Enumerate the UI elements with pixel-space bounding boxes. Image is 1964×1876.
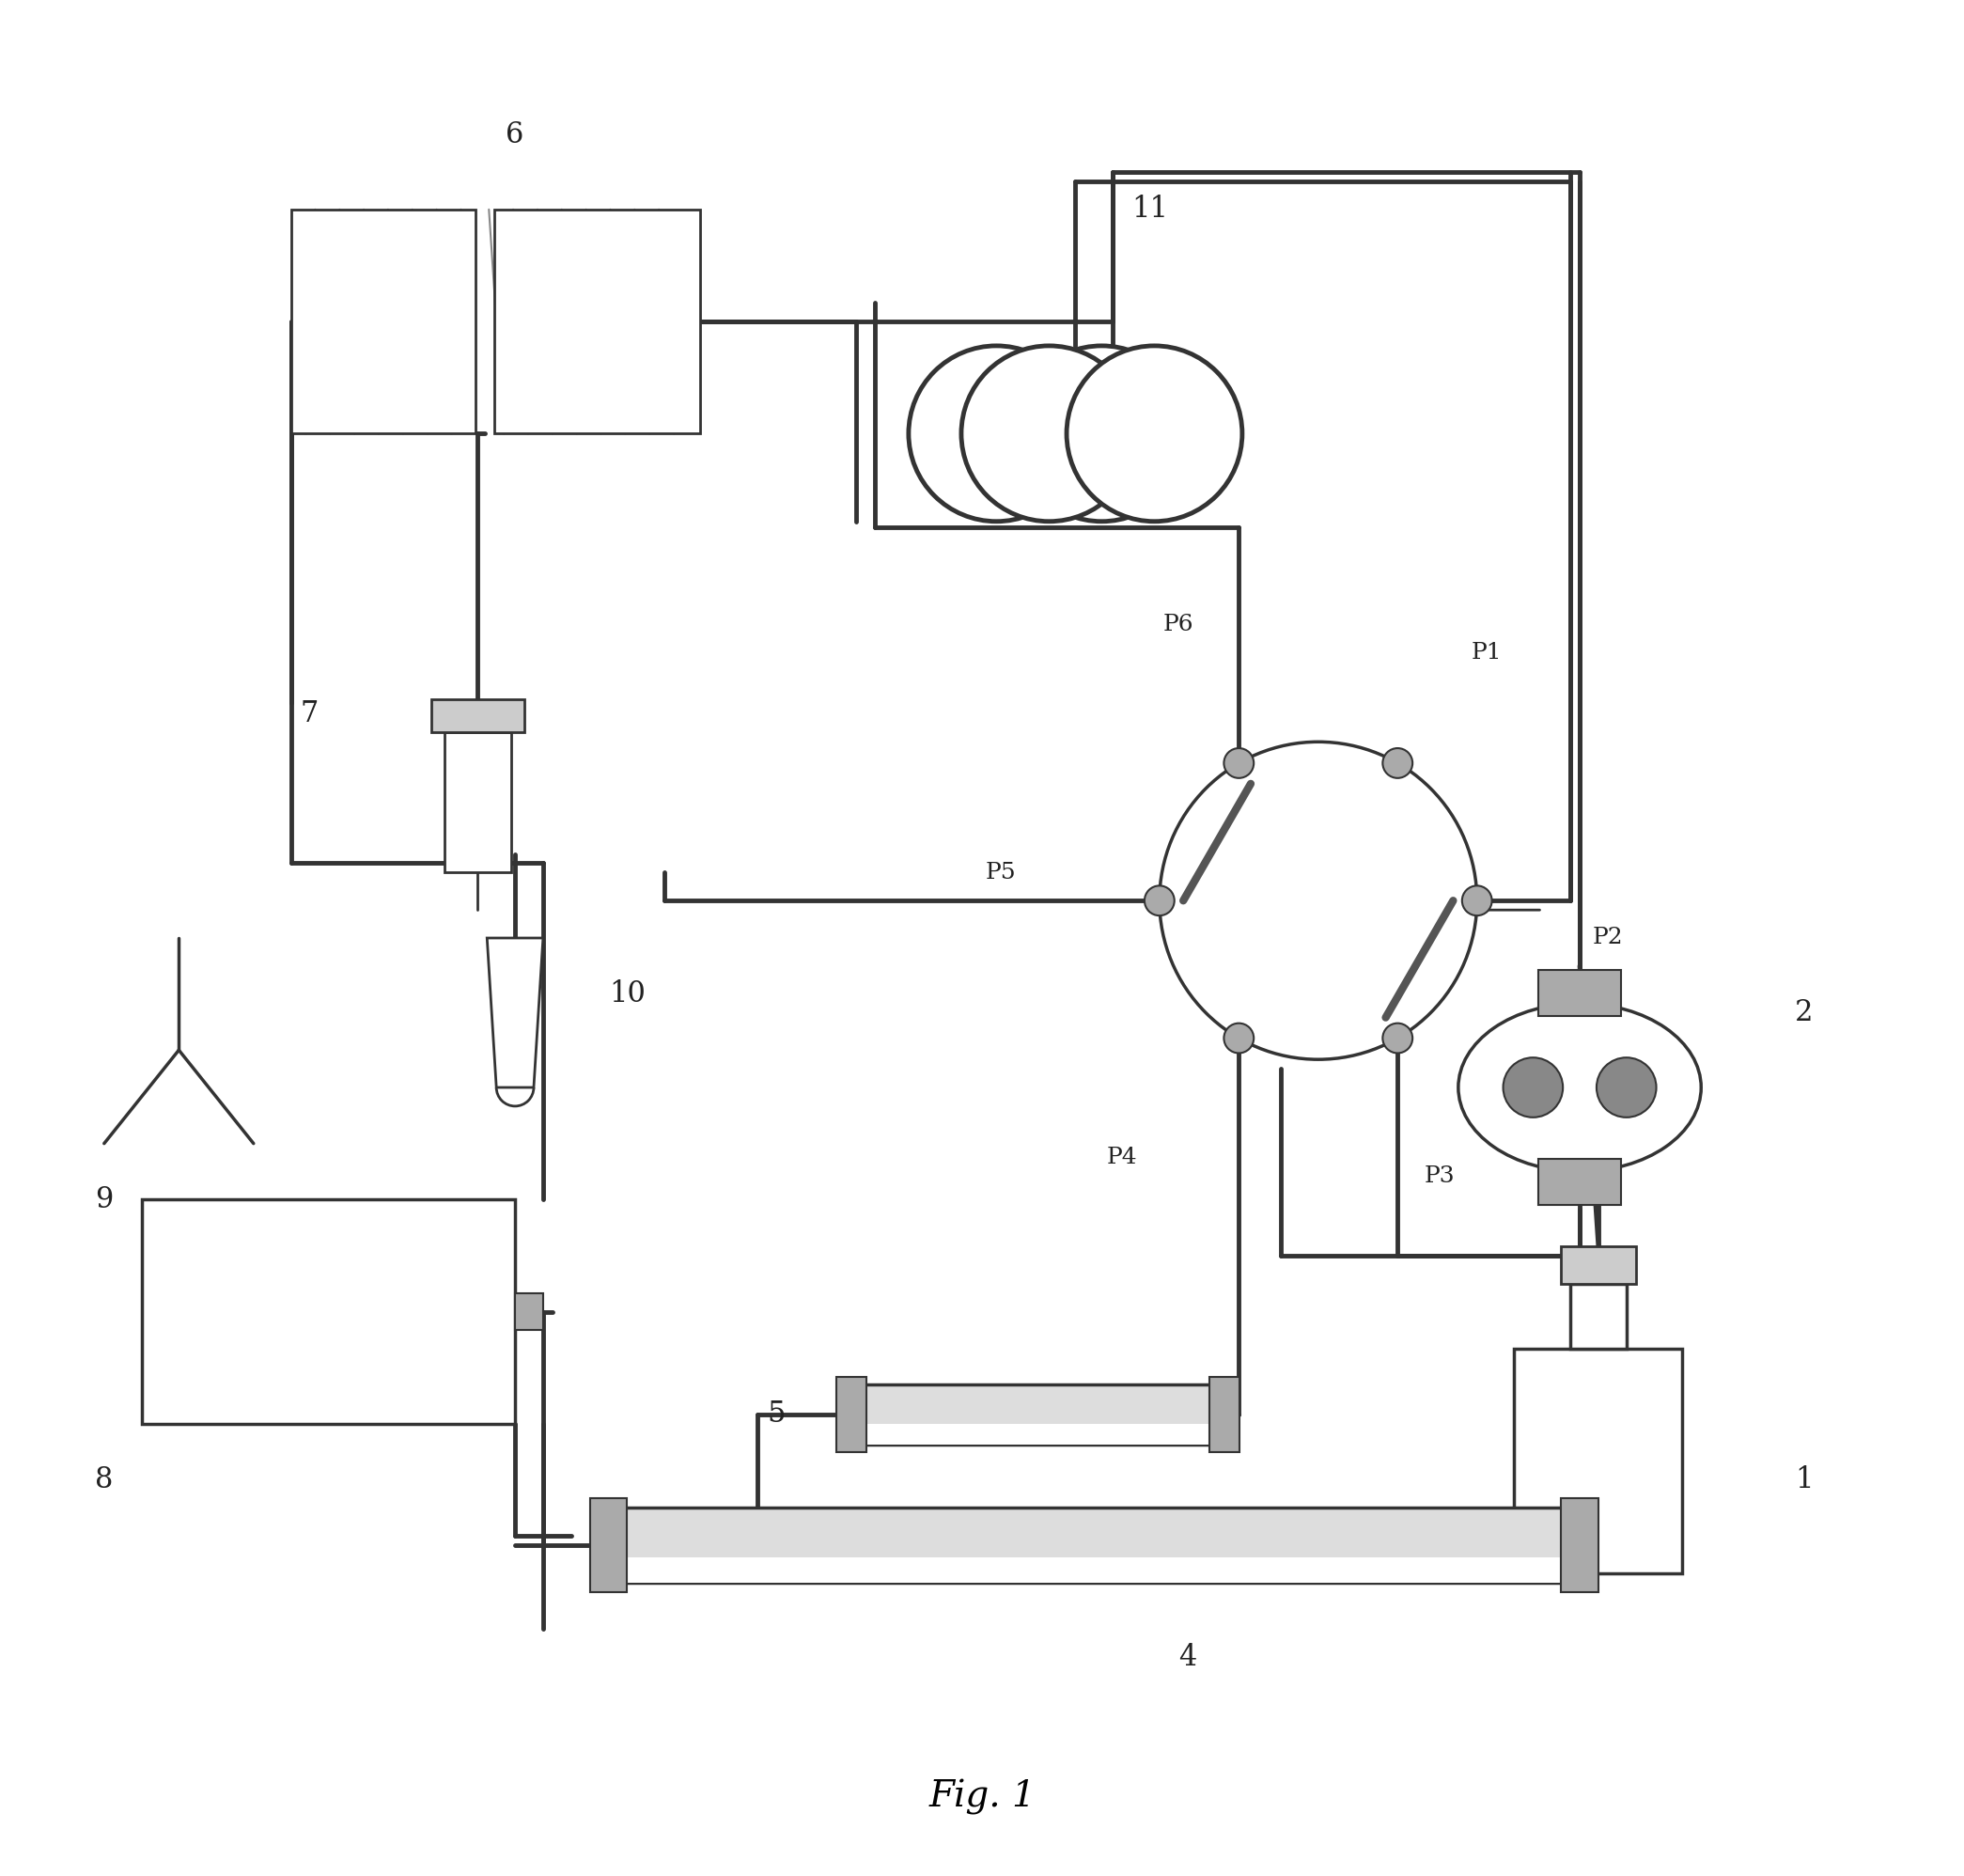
- Text: P3: P3: [1424, 1165, 1455, 1188]
- Text: 6: 6: [507, 120, 524, 150]
- Text: P1: P1: [1471, 642, 1502, 664]
- Bar: [444, 732, 511, 872]
- Circle shape: [1159, 741, 1477, 1060]
- Circle shape: [1145, 885, 1174, 915]
- Circle shape: [960, 345, 1137, 522]
- Circle shape: [1502, 1058, 1563, 1118]
- Text: 1: 1: [1795, 1465, 1813, 1495]
- Text: 5: 5: [768, 1399, 786, 1430]
- Text: Fig. 1: Fig. 1: [929, 1780, 1035, 1816]
- Bar: [850, 1424, 1226, 1445]
- Circle shape: [1224, 749, 1253, 779]
- Bar: [495, 210, 699, 433]
- Bar: [515, 1293, 544, 1330]
- Text: 2: 2: [1795, 998, 1813, 1028]
- Bar: [1561, 1246, 1636, 1283]
- Text: P2: P2: [1593, 927, 1622, 949]
- Bar: [1538, 970, 1620, 1017]
- Bar: [430, 700, 524, 732]
- Circle shape: [1224, 1022, 1253, 1052]
- Bar: [589, 1499, 627, 1593]
- Text: P5: P5: [986, 861, 1015, 884]
- Bar: [1538, 1159, 1620, 1204]
- Circle shape: [1013, 345, 1190, 522]
- Bar: [850, 1384, 1226, 1445]
- Ellipse shape: [1459, 1004, 1701, 1171]
- Circle shape: [1461, 885, 1493, 915]
- Bar: [291, 210, 475, 433]
- Circle shape: [909, 345, 1084, 522]
- Circle shape: [1066, 345, 1241, 522]
- Circle shape: [1383, 749, 1412, 779]
- Text: P4: P4: [1108, 1146, 1137, 1169]
- Bar: [837, 1377, 866, 1452]
- Bar: [1561, 1499, 1599, 1593]
- Text: 11: 11: [1131, 195, 1169, 223]
- Circle shape: [1383, 1022, 1412, 1052]
- Text: 8: 8: [94, 1465, 114, 1495]
- Bar: [1210, 1377, 1239, 1452]
- Text: 10: 10: [609, 979, 646, 1009]
- Bar: [609, 1557, 1579, 1583]
- Bar: [1571, 1283, 1626, 1349]
- Bar: [141, 1199, 515, 1424]
- Bar: [609, 1508, 1579, 1583]
- Text: 4: 4: [1178, 1643, 1196, 1672]
- Text: 9: 9: [94, 1186, 114, 1214]
- Polygon shape: [487, 938, 544, 1088]
- Text: P6: P6: [1163, 613, 1194, 636]
- Text: 7: 7: [300, 700, 318, 728]
- Bar: [1514, 1349, 1683, 1574]
- Circle shape: [1597, 1058, 1656, 1118]
